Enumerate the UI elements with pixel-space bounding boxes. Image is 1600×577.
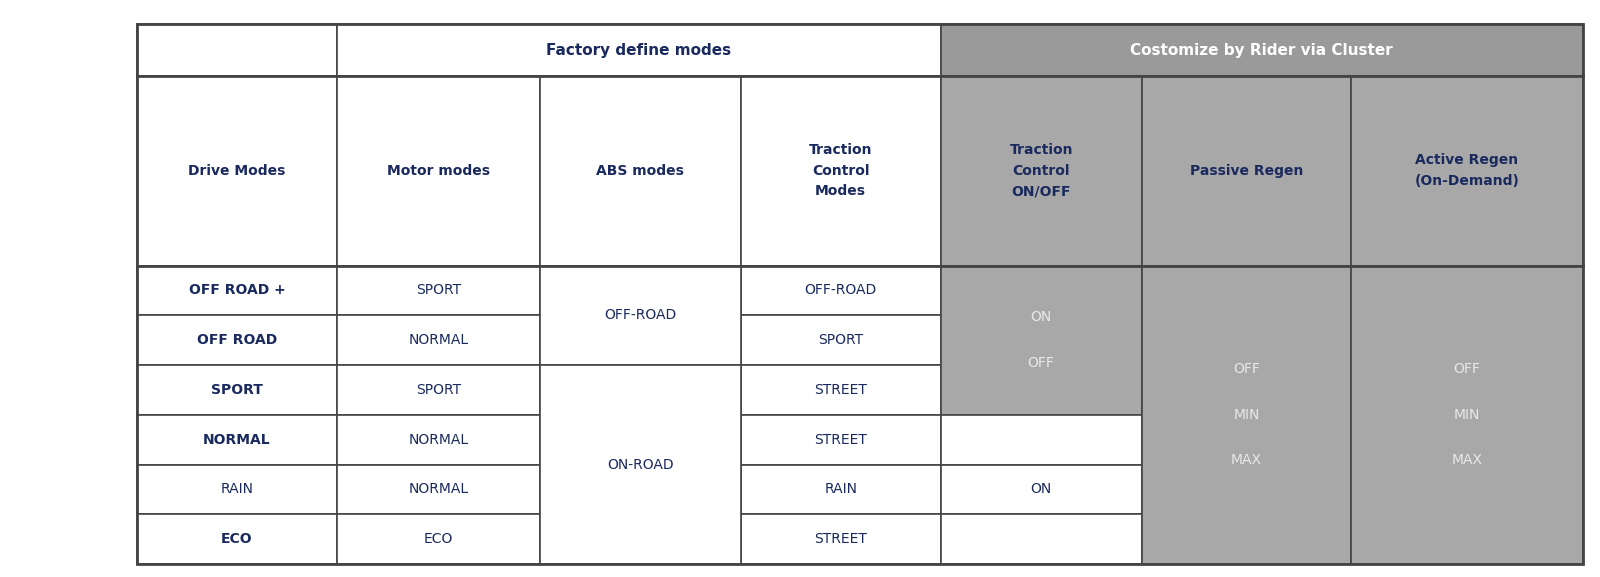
Bar — [138, 265, 338, 315]
Bar — [138, 415, 338, 464]
Bar — [741, 265, 941, 315]
Bar — [138, 76, 338, 265]
Text: NORMAL: NORMAL — [203, 433, 270, 447]
Bar — [138, 315, 338, 365]
Bar — [941, 514, 1142, 564]
Bar — [741, 365, 941, 415]
Text: STREET: STREET — [814, 532, 867, 546]
Bar — [941, 464, 1142, 514]
Text: Traction
Control
Modes: Traction Control Modes — [810, 143, 872, 198]
Bar — [741, 415, 941, 464]
Text: Traction
Control
ON/OFF: Traction Control ON/OFF — [1010, 143, 1074, 198]
Text: OFF ROAD +: OFF ROAD + — [189, 283, 285, 297]
Bar — [539, 365, 741, 564]
Text: ON

OFF: ON OFF — [1027, 310, 1054, 370]
Text: OFF-ROAD: OFF-ROAD — [805, 283, 877, 297]
Bar — [741, 76, 941, 265]
Text: OFF

MIN

MAX: OFF MIN MAX — [1230, 362, 1262, 467]
Bar — [941, 24, 1582, 76]
Bar — [1350, 265, 1582, 564]
Text: ECO: ECO — [424, 532, 453, 546]
Bar — [338, 315, 539, 365]
Bar — [138, 24, 338, 76]
Bar — [941, 265, 1142, 415]
Text: STREET: STREET — [814, 383, 867, 397]
Bar — [338, 24, 941, 76]
Text: SPORT: SPORT — [211, 383, 262, 397]
Bar — [941, 415, 1142, 464]
Text: Active Regen
(On-Demand): Active Regen (On-Demand) — [1414, 153, 1520, 188]
Text: RAIN: RAIN — [221, 482, 253, 496]
Bar — [338, 265, 539, 315]
Text: OFF ROAD: OFF ROAD — [197, 333, 277, 347]
Bar — [338, 76, 539, 265]
Text: STREET: STREET — [814, 433, 867, 447]
Text: OFF

MIN

MAX: OFF MIN MAX — [1451, 362, 1482, 467]
Bar — [138, 464, 338, 514]
Bar — [539, 265, 741, 365]
Text: RAIN: RAIN — [824, 482, 858, 496]
Bar — [1350, 76, 1582, 265]
Text: NORMAL: NORMAL — [408, 333, 469, 347]
Bar — [138, 514, 338, 564]
Text: Passive Regen: Passive Regen — [1190, 164, 1302, 178]
Text: Costomize by Rider via Cluster: Costomize by Rider via Cluster — [1130, 43, 1394, 58]
Text: OFF-ROAD: OFF-ROAD — [605, 308, 677, 323]
Text: ON: ON — [1030, 482, 1051, 496]
Bar — [941, 76, 1142, 265]
Text: SPORT: SPORT — [416, 383, 461, 397]
Text: SPORT: SPORT — [818, 333, 864, 347]
Bar — [1142, 265, 1350, 564]
Text: Motor modes: Motor modes — [387, 164, 490, 178]
Text: ECO: ECO — [221, 532, 253, 546]
Bar — [338, 365, 539, 415]
Text: SPORT: SPORT — [416, 283, 461, 297]
Bar — [338, 464, 539, 514]
Bar — [1142, 76, 1350, 265]
Text: NORMAL: NORMAL — [408, 482, 469, 496]
Bar — [741, 514, 941, 564]
Text: NORMAL: NORMAL — [408, 433, 469, 447]
Bar — [741, 464, 941, 514]
Text: Factory define modes: Factory define modes — [546, 43, 731, 58]
Bar — [539, 76, 741, 265]
Text: Drive Modes: Drive Modes — [189, 164, 286, 178]
Text: ABS modes: ABS modes — [597, 164, 685, 178]
Bar — [138, 365, 338, 415]
Bar — [338, 514, 539, 564]
Bar — [338, 415, 539, 464]
Bar — [741, 315, 941, 365]
Text: ON-ROAD: ON-ROAD — [606, 458, 674, 471]
